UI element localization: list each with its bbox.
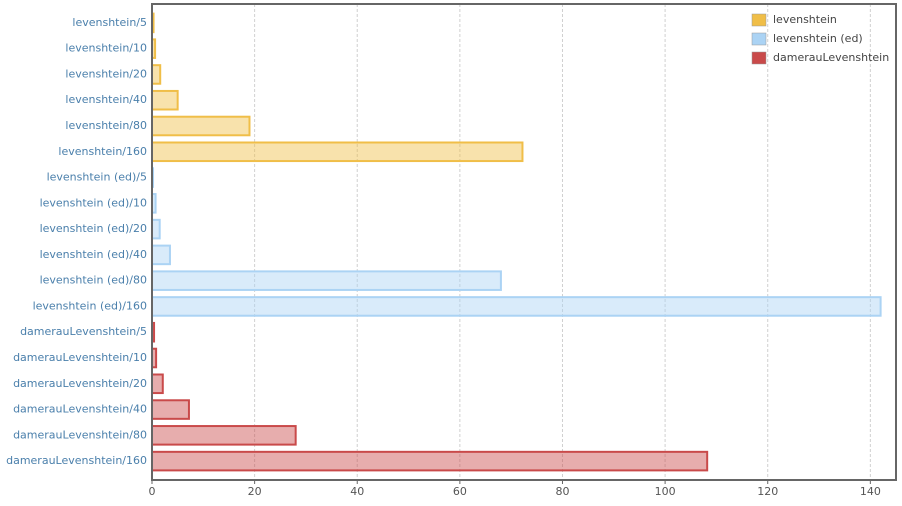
- y-tick-label: levenshtein (ed)/10: [40, 196, 147, 209]
- legend-swatch: [751, 13, 767, 27]
- x-tick-label: 100: [655, 485, 676, 498]
- y-tick-label: levenshtein/20: [65, 67, 147, 80]
- bar: [151, 244, 171, 266]
- legend-label: levenshtein: [773, 13, 837, 26]
- y-tick-label: levenshtein (ed)/5: [47, 171, 147, 184]
- plot-frame: [151, 3, 897, 481]
- x-tick-label: 120: [757, 485, 778, 498]
- legend-swatch: [751, 51, 767, 65]
- y-tick-label: levenshtein (ed)/80: [40, 274, 147, 287]
- y-tick-label: damerauLevenshtein/40: [13, 403, 147, 416]
- y-tick-label: levenshtein (ed)/160: [33, 299, 147, 312]
- y-tick-label: levenshtein (ed)/40: [40, 248, 147, 261]
- legend-swatch: [751, 32, 767, 46]
- y-tick-label: damerauLevenshtein/5: [20, 325, 147, 338]
- plot-area: [152, 4, 896, 480]
- x-tick-label: 140: [860, 485, 881, 498]
- x-tick-label: 20: [248, 485, 262, 498]
- bar: [151, 373, 164, 395]
- bar: [151, 296, 882, 317]
- bar: [151, 450, 709, 472]
- x-tick-label: 40: [350, 485, 364, 498]
- bar: [151, 218, 161, 240]
- y-tick-label: levenshtein (ed)/20: [40, 222, 147, 235]
- bar: [151, 141, 524, 163]
- legend-label: damerauLevenshtein: [773, 51, 889, 64]
- bar: [151, 115, 251, 137]
- bar: [151, 64, 162, 85]
- y-tick-label: damerauLevenshtein/80: [13, 428, 147, 441]
- y-tick-label: damerauLevenshtein/160: [6, 454, 147, 467]
- y-tick-label: levenshtein/80: [65, 119, 147, 132]
- bar: [151, 89, 179, 111]
- y-tick-label: damerauLevenshtein/20: [13, 377, 147, 390]
- y-tick-label: levenshtein/40: [65, 93, 147, 106]
- y-tick-label: levenshtein/5: [72, 16, 147, 29]
- bar: [151, 425, 297, 446]
- legend-label: levenshtein (ed): [773, 32, 863, 45]
- x-tick-label: 0: [149, 485, 156, 498]
- bar: [151, 399, 190, 420]
- y-tick-label: damerauLevenshtein/10: [13, 351, 147, 364]
- y-tick-label: levenshtein/10: [65, 42, 147, 55]
- x-tick-label: 80: [555, 485, 569, 498]
- y-tick-label: levenshtein/160: [58, 145, 147, 158]
- x-tick-label: 60: [453, 485, 467, 498]
- bar: [151, 270, 502, 291]
